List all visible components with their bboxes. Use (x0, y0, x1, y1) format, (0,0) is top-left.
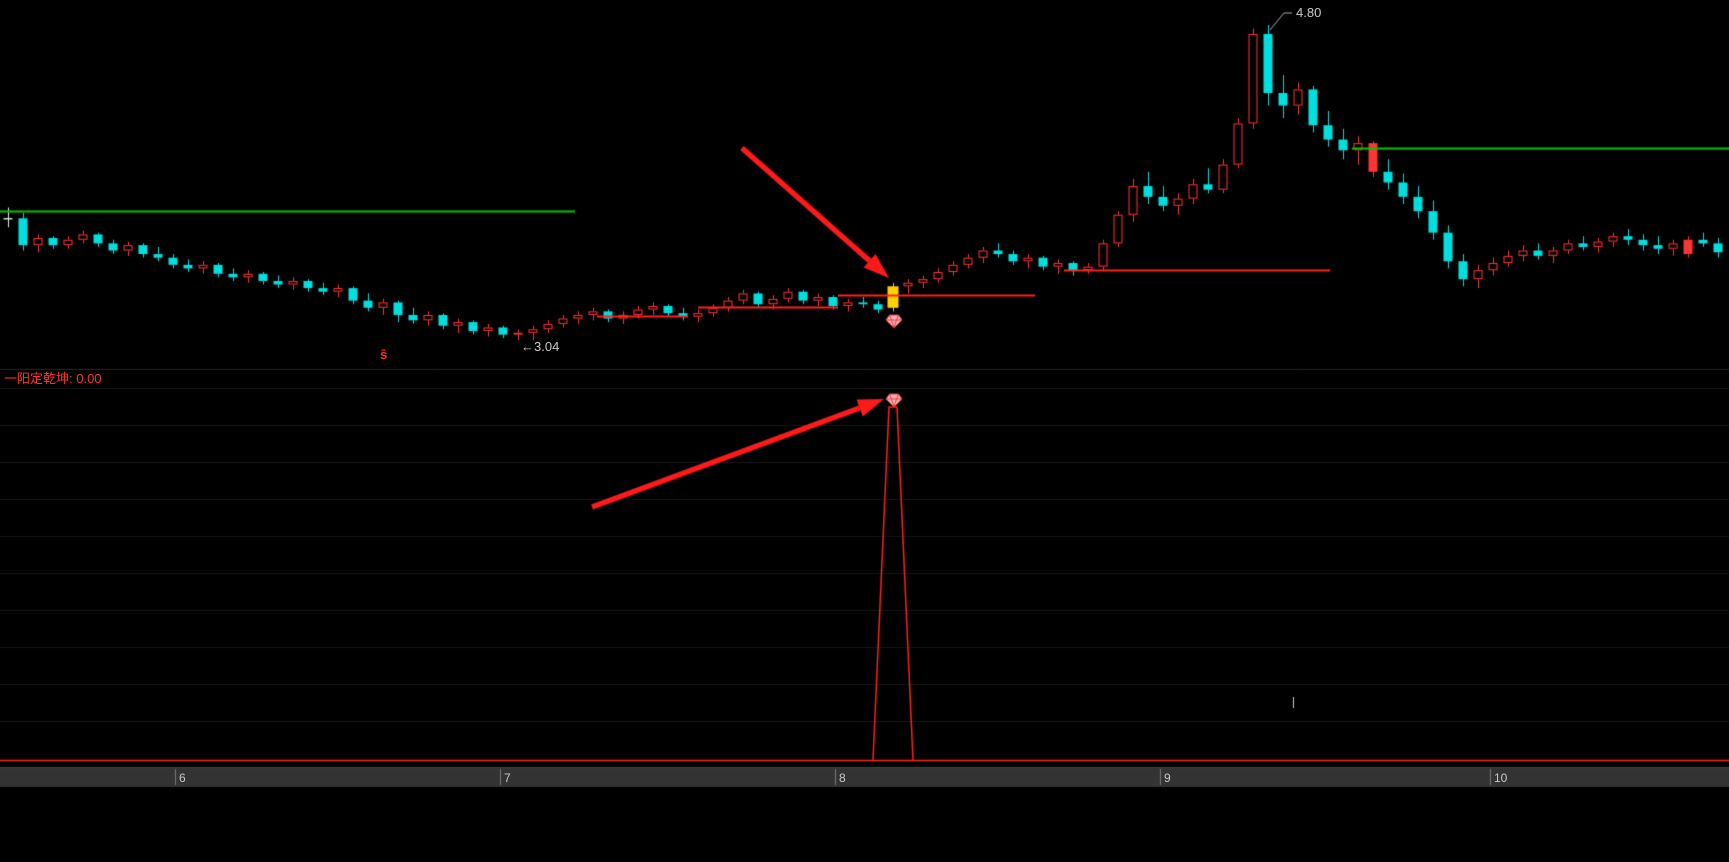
time-axis-label-9: 9 (1164, 771, 1171, 785)
time-axis-label-6: 6 (179, 771, 186, 785)
price-high-annotation: 4.80 (1296, 5, 1322, 20)
sell-signal-marker: ŝ (380, 347, 388, 362)
time-axis-label-10: 10 (1494, 771, 1508, 785)
price-low-annotation: ←3.04 (521, 339, 560, 354)
indicator-value-label: 一阳定乾坤: 0.00 (4, 371, 102, 386)
time-axis-label-8: 8 (839, 771, 846, 785)
time-axis-label-7: 7 (504, 771, 511, 785)
